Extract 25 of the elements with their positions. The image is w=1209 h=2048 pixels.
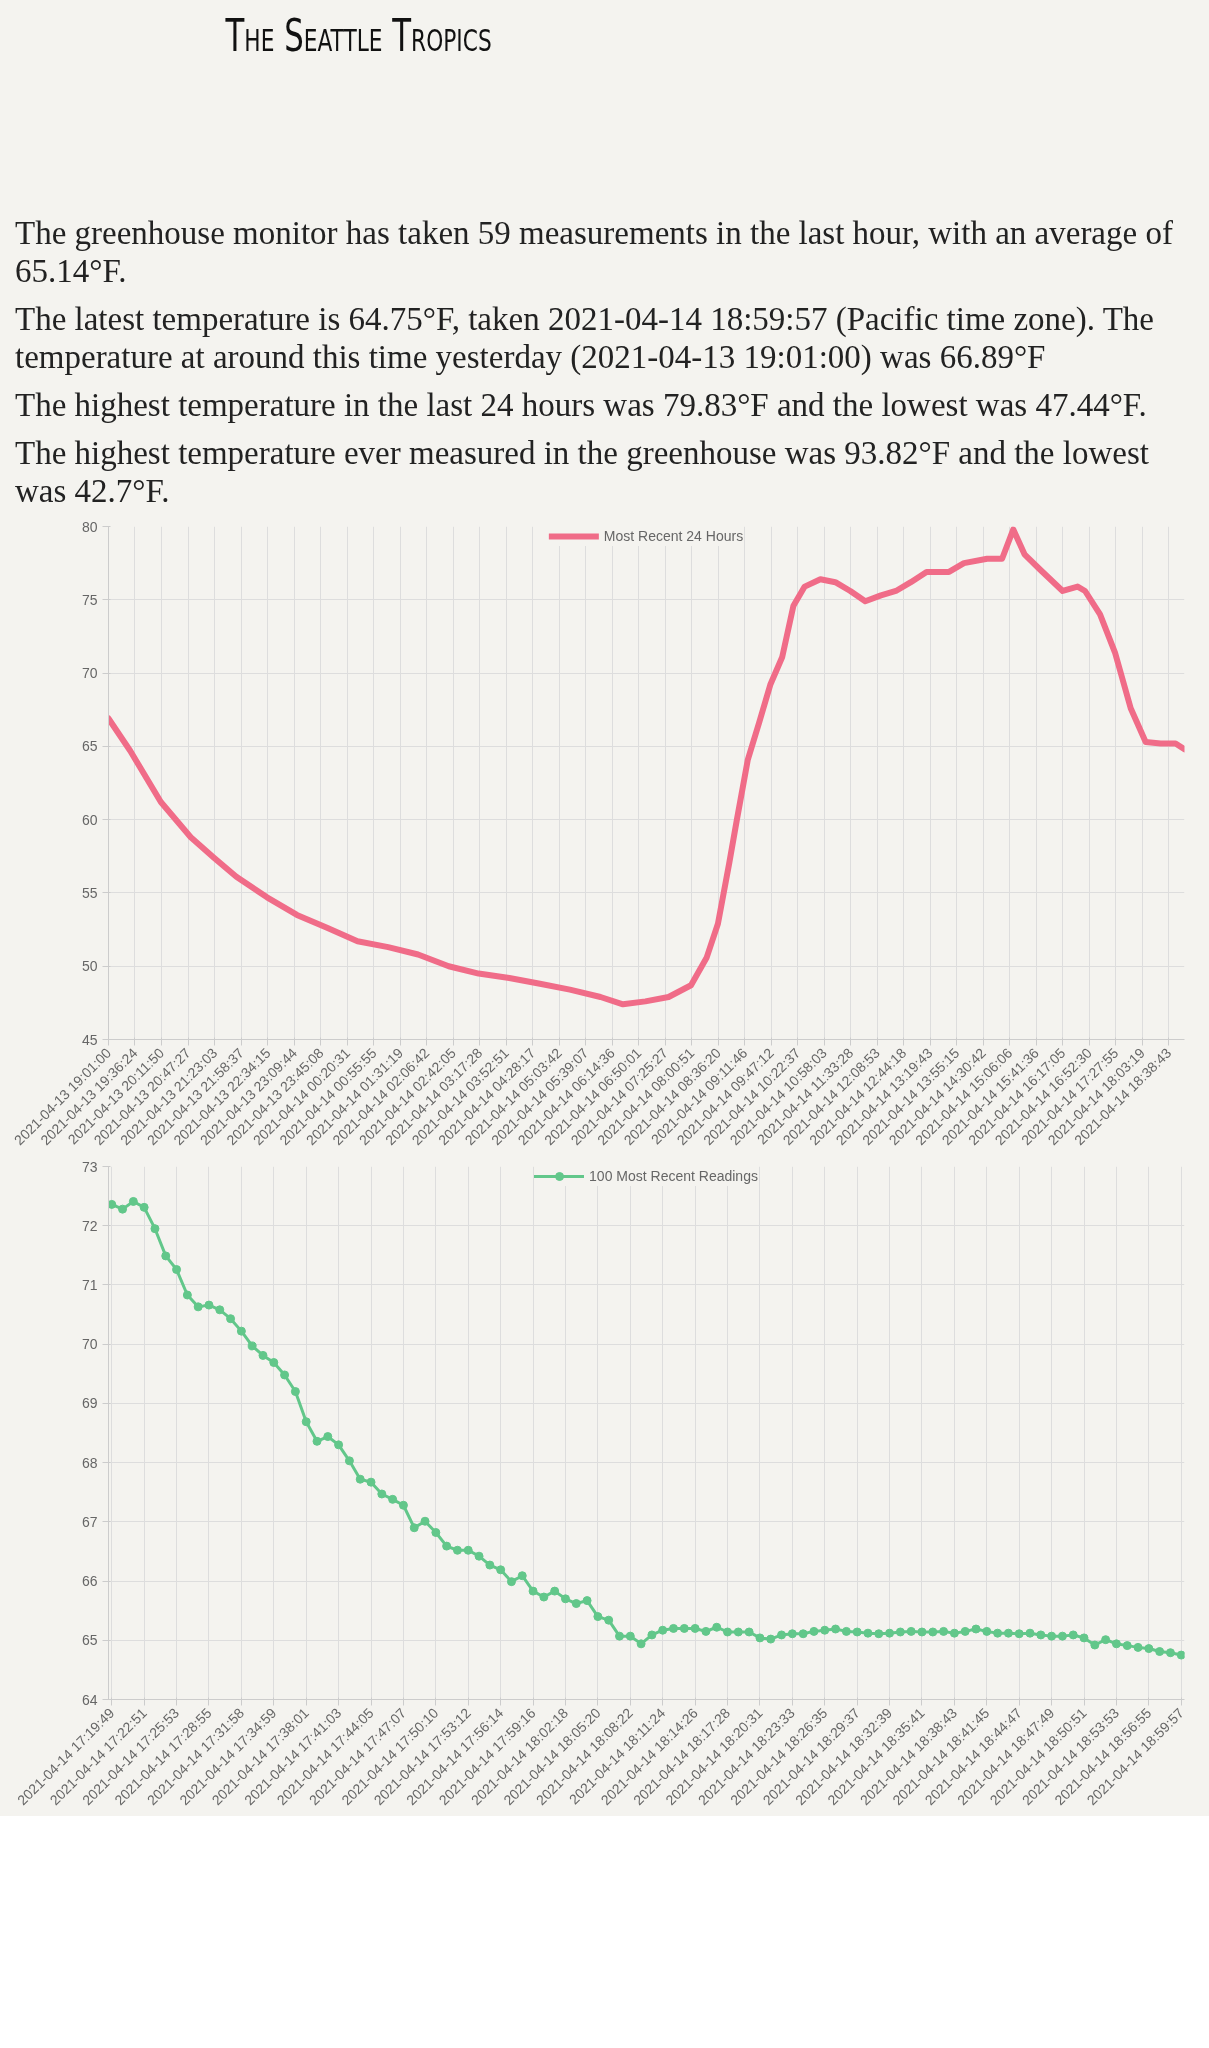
y-tick-label: 55 <box>81 884 98 901</box>
text: The highest temperature in the last 24 hours was 79.83°F and the lowest was 47.44°F. <box>14 386 1147 425</box>
y-tick-label: 71 <box>81 1276 98 1293</box>
y-tick-label: 70 <box>81 1335 98 1352</box>
y-tick-label: 80 <box>81 518 98 535</box>
y-tick-label: 65 <box>81 1631 98 1648</box>
y-tick-label: 70 <box>81 664 98 681</box>
y-tick-label: 67 <box>81 1513 98 1530</box>
y-tick-label: 64 <box>81 1691 98 1708</box>
y-tick-label: 75 <box>81 591 98 608</box>
text: The latest temperature is 64.75°F, taken 2021-04-14 18:59:57 (Pacific time zone). The temperature at around this time yesterday (2021-04-13 19:01:00) was 66.89°F <box>5 300 1205 377</box>
legend-label: 100 Most Recent Readings <box>589 1167 758 1184</box>
chart-title: The Seattle Tropics <box>224 9 492 63</box>
y-tick-label: 68 <box>81 1454 98 1471</box>
text: The greenhouse monitor has taken 59 measurements in the last hour, with an average of 65.14°F. <box>5 215 1205 291</box>
y-tick-label: 73 <box>81 1158 98 1175</box>
y-tick-label: 50 <box>81 957 98 974</box>
y-tick-label: 45 <box>81 1031 98 1048</box>
y-tick-label: 69 <box>81 1394 98 1411</box>
y-tick-label: 65 <box>81 737 98 754</box>
y-tick-label: 66 <box>81 1572 98 1589</box>
y-tick-label: 72 <box>81 1217 98 1234</box>
y-tick-label: 60 <box>81 811 98 828</box>
text: The highest temperature ever measured in the greenhouse was 93.82°F and the lowest was 42.7°F. <box>5 434 1205 511</box>
legend-label: Most Recent 24 Hours <box>603 527 744 544</box>
